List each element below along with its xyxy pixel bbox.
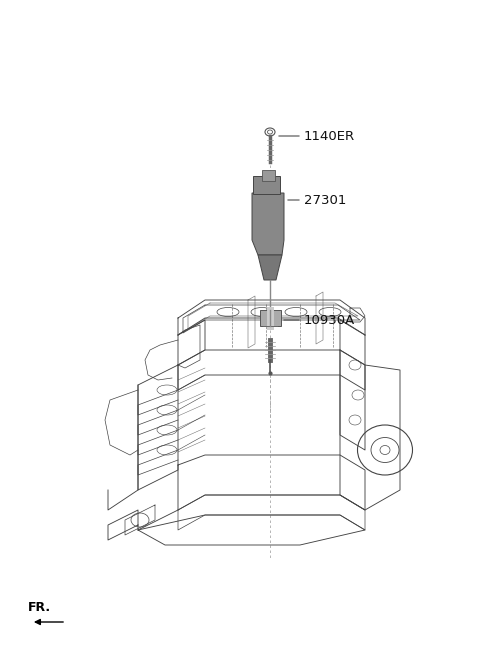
Text: 1140ER: 1140ER <box>304 129 355 142</box>
Text: 27301: 27301 <box>304 194 347 207</box>
Text: 10930A: 10930A <box>304 314 355 327</box>
FancyBboxPatch shape <box>262 169 275 180</box>
Polygon shape <box>252 193 284 255</box>
FancyBboxPatch shape <box>253 176 280 194</box>
Ellipse shape <box>265 128 275 136</box>
FancyBboxPatch shape <box>260 310 280 325</box>
Polygon shape <box>258 255 282 280</box>
Text: FR.: FR. <box>28 601 51 614</box>
